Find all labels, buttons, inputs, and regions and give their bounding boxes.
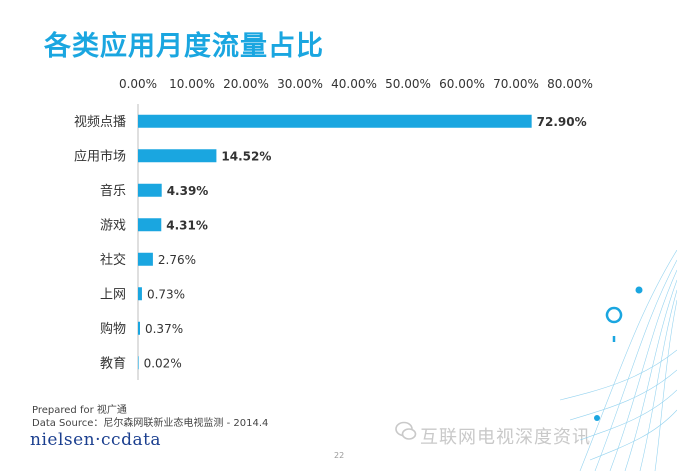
category-label: 上网 (100, 287, 126, 302)
value-label: 14.52% (221, 149, 271, 163)
bars (138, 114, 532, 370)
x-tick-label: 50.00% (385, 77, 431, 91)
value-label: 4.31% (166, 218, 208, 232)
bar-5 (138, 287, 142, 301)
bar-2 (138, 183, 162, 197)
category-label: 游戏 (100, 218, 126, 233)
category-label: 应用市场 (74, 148, 126, 164)
watermark-text: 互联网电视深度资讯 (420, 427, 591, 448)
footer-text: Prepared for 视广通 Data Source：尼尔森网联新业态电视监… (32, 404, 268, 430)
category-label: 教育 (100, 355, 126, 371)
x-tick-label: 80.00% (547, 77, 593, 91)
category-label: 购物 (100, 321, 126, 337)
value-label: 0.73% (147, 287, 185, 301)
value-label: 4.39% (167, 184, 209, 198)
nielsen-ccdata-logo: nielsen·ccdata (30, 430, 162, 450)
x-tick-label: 0.00% (119, 77, 157, 91)
x-axis-ticks: 0.00% 10.00% 20.00% 30.00% 40.00% 50.00% 60.00… (119, 77, 593, 91)
x-tick-label: 30.00% (277, 77, 323, 91)
x-tick-label: 40.00% (331, 77, 377, 91)
page-number: 22 (334, 451, 345, 460)
bar-6 (138, 321, 140, 335)
category-label: 视频点播 (74, 115, 126, 130)
bar-7 (138, 356, 139, 370)
x-tick-label: 70.00% (493, 77, 539, 91)
category-label: 社交 (100, 252, 126, 268)
data-source: Data Source：尼尔森网联新业态电视监测 - 2014.4 (32, 418, 269, 429)
x-tick-label: 60.00% (439, 77, 485, 91)
value-label: 0.02% (144, 356, 182, 370)
value-label: 2.76% (158, 253, 196, 267)
category-label: 音乐 (100, 183, 126, 199)
bar-0 (138, 114, 532, 128)
bar-3 (138, 218, 162, 232)
value-label: 0.37% (145, 322, 183, 336)
decorative-wave-graphic (560, 250, 677, 471)
x-tick-label: 10.00% (169, 77, 215, 91)
chart-title: 各类应用月度流量占比 (44, 31, 324, 62)
prepared-for: Prepared for 视广通 (32, 405, 127, 416)
value-label: 72.90% (537, 115, 587, 129)
bar-4 (138, 252, 153, 266)
wechat-icon (395, 421, 417, 440)
value-labels: 72.90% 14.52% 4.39% 4.31% 2.76% 0.73% 0.37% 0.0… (144, 115, 587, 371)
x-tick-label: 20.00% (223, 77, 269, 91)
bar-1 (138, 149, 217, 163)
